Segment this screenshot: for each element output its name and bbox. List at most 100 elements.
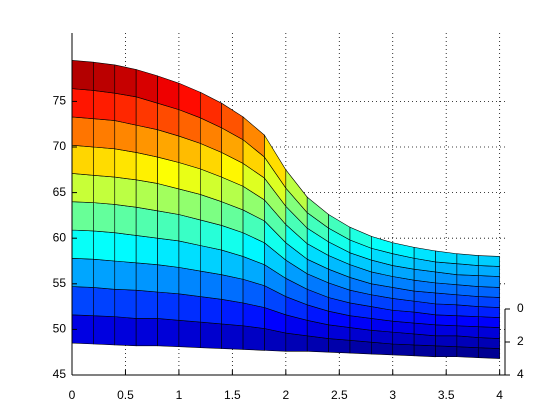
surface-patch	[477, 286, 500, 298]
surface-patch	[71, 229, 94, 260]
surface-patch	[178, 240, 201, 272]
surface-patch	[157, 291, 180, 321]
surface-patch	[477, 265, 500, 277]
surface-patch	[71, 201, 94, 232]
surface-patch	[477, 296, 500, 308]
surface-patch	[93, 146, 116, 178]
surface-patch	[93, 174, 116, 205]
x-tick-label: 3	[389, 388, 396, 402]
x-tick-label: 0.5	[117, 388, 134, 402]
surface-patch	[71, 116, 94, 148]
z-tick-label: 75	[53, 94, 67, 108]
surface-patch	[93, 230, 116, 262]
surface-patch	[413, 322, 436, 337]
surface-patch	[435, 250, 458, 265]
surface-patch	[477, 255, 500, 267]
x-tick-label: 1	[176, 388, 183, 402]
surface-patch	[456, 253, 479, 266]
surface-patch	[114, 148, 137, 181]
surface-patch	[392, 331, 415, 346]
surface-patch	[221, 323, 244, 350]
surface-patch	[221, 298, 244, 327]
surface-patch	[392, 320, 415, 335]
surface-patch	[135, 262, 158, 293]
surface-patch	[114, 204, 137, 236]
surface-patch	[135, 318, 158, 347]
y-tick-label: 0	[517, 301, 524, 315]
surface-patch	[178, 267, 201, 297]
surface-patch	[199, 321, 222, 349]
surface-patch	[114, 120, 137, 153]
surface-patch	[135, 289, 158, 319]
surface-patch	[435, 303, 458, 317]
surface-patch	[199, 296, 222, 325]
surface-patch	[71, 173, 94, 203]
surface-patch	[477, 275, 500, 288]
surface-patch	[456, 346, 479, 358]
surface-patch	[157, 264, 180, 295]
surface-patch	[114, 260, 137, 291]
surface-patch	[456, 325, 479, 338]
surface-patch	[392, 309, 415, 324]
surface-patch	[135, 235, 158, 265]
surface-patch	[157, 318, 180, 348]
surface-patch	[71, 88, 94, 120]
surface-patch	[435, 314, 458, 327]
surface-patch	[93, 258, 116, 290]
surface-patch	[221, 274, 244, 304]
surface-patch	[114, 92, 137, 126]
z-tick-label: 55	[53, 276, 67, 290]
surface-patch	[93, 61, 116, 94]
surface-patch	[199, 270, 222, 300]
surface-patch	[435, 324, 458, 337]
surface-patch	[135, 179, 158, 212]
surface-patch	[114, 316, 137, 347]
surface-patch	[157, 210, 180, 242]
surface-patch	[114, 176, 137, 208]
y-tick-label: 4	[517, 367, 524, 381]
surface-patch	[157, 237, 180, 268]
surface-patch	[71, 257, 94, 288]
z-tick-label: 70	[53, 139, 67, 153]
surface-patch	[114, 64, 137, 98]
surface-patch	[371, 341, 394, 356]
surface-patch	[93, 202, 116, 234]
surface-patch	[392, 343, 415, 357]
surface-patch	[456, 315, 479, 327]
z-tick-label: 65	[53, 185, 67, 199]
surface-patch	[242, 325, 265, 351]
surface-patch	[135, 152, 158, 184]
x-tick-label: 4	[496, 388, 503, 402]
surface-patch	[349, 340, 372, 355]
surface-patch	[477, 306, 500, 318]
surface-patch	[285, 332, 308, 352]
y-tick-label: 2	[517, 334, 524, 348]
surface-patch	[477, 316, 500, 328]
surface-patch	[178, 319, 201, 348]
x-tick-label: 0	[69, 388, 76, 402]
surface-patch	[199, 245, 222, 276]
x-tick-label: 1.5	[224, 388, 241, 402]
surface-patch	[93, 90, 116, 121]
surface-patch	[456, 274, 479, 287]
x-tick-label: 2.5	[331, 388, 348, 402]
surface-patch	[71, 144, 94, 176]
surface-patch	[435, 345, 458, 358]
surface-patch	[477, 347, 500, 359]
surface-patch	[93, 118, 116, 150]
surface-patch	[328, 338, 351, 354]
surface-patch	[477, 337, 500, 349]
z-tick-label: 45	[53, 367, 67, 381]
x-tick-label: 3.5	[438, 388, 455, 402]
surface-patch	[114, 288, 137, 319]
surface-patch	[71, 286, 94, 317]
surface-patch	[93, 315, 116, 346]
surface-patch	[371, 329, 394, 345]
surface-patch	[413, 344, 436, 358]
surface-patch	[135, 124, 158, 158]
surface-patch	[93, 287, 116, 317]
x-tick-label: 2	[282, 388, 289, 402]
surface-patch	[477, 326, 500, 339]
surface-patch	[71, 60, 94, 91]
